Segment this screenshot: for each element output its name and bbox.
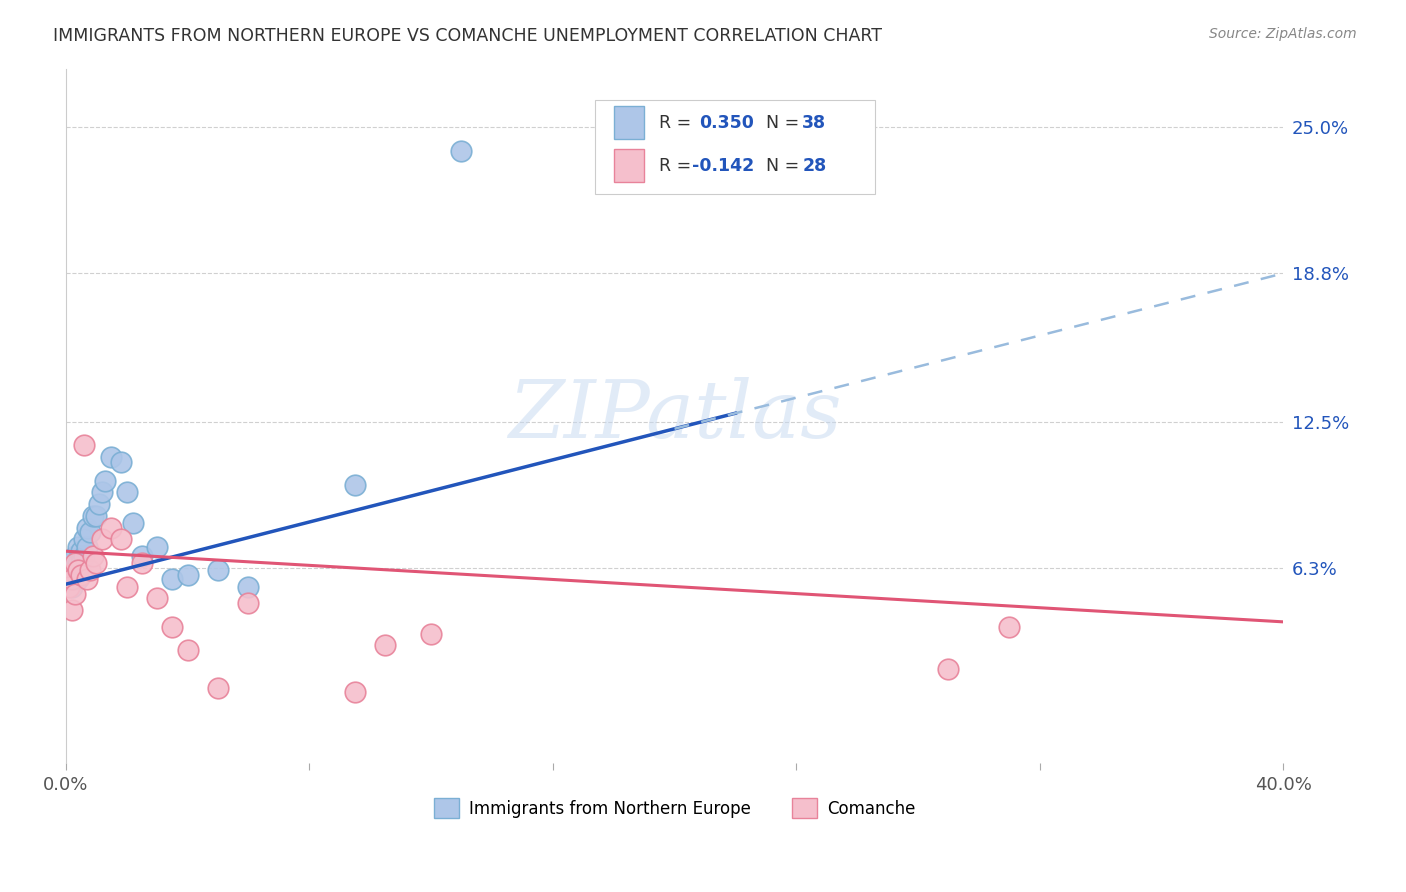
FancyBboxPatch shape	[613, 149, 644, 183]
Point	[58, 567, 80, 582]
Point	[84, 508, 107, 523]
Point	[84, 556, 107, 570]
Point	[131, 549, 153, 563]
Point	[146, 591, 169, 606]
Point	[60, 580, 83, 594]
Point	[66, 556, 89, 570]
Point	[66, 573, 89, 587]
Text: IMMIGRANTS FROM NORTHERN EUROPE VS COMANCHE UNEMPLOYMENT CORRELATION CHART: IMMIGRANTS FROM NORTHERN EUROPE VS COMAN…	[53, 27, 883, 45]
Point	[60, 556, 83, 570]
Point	[207, 563, 229, 577]
Point	[66, 563, 89, 577]
Point	[60, 573, 83, 587]
Text: -0.142: -0.142	[692, 157, 754, 175]
Point	[79, 525, 101, 540]
Point	[100, 450, 122, 464]
Point	[82, 508, 104, 523]
Point	[420, 626, 443, 640]
Point	[63, 556, 86, 570]
Text: 28: 28	[803, 157, 827, 175]
Legend: Immigrants from Northern Europe, Comanche: Immigrants from Northern Europe, Comanch…	[427, 792, 922, 824]
Point	[73, 549, 96, 563]
Point	[998, 619, 1021, 633]
Point	[343, 685, 366, 699]
Point	[63, 560, 86, 574]
Point	[176, 567, 198, 582]
Point	[207, 681, 229, 695]
Point	[115, 485, 138, 500]
Point	[73, 533, 96, 547]
Text: N =: N =	[766, 113, 804, 132]
Point	[100, 521, 122, 535]
Text: R =: R =	[658, 113, 696, 132]
Point	[450, 144, 472, 158]
Point	[91, 533, 114, 547]
Point	[70, 549, 93, 563]
Point	[60, 563, 83, 577]
Point	[91, 485, 114, 500]
Point	[76, 573, 98, 587]
Point	[110, 533, 132, 547]
Text: R =: R =	[658, 157, 696, 175]
Point	[66, 540, 89, 554]
Point	[121, 516, 143, 530]
Point	[343, 478, 366, 492]
FancyBboxPatch shape	[595, 100, 876, 194]
Point	[58, 560, 80, 574]
Point	[60, 573, 83, 587]
Point	[89, 497, 111, 511]
Text: N =: N =	[766, 157, 804, 175]
Point	[70, 556, 93, 570]
Point	[94, 474, 117, 488]
Text: Source: ZipAtlas.com: Source: ZipAtlas.com	[1209, 27, 1357, 41]
Point	[70, 544, 93, 558]
Point	[58, 580, 80, 594]
Point	[938, 662, 960, 676]
Point	[76, 540, 98, 554]
Point	[76, 521, 98, 535]
Point	[73, 438, 96, 452]
Point	[146, 540, 169, 554]
FancyBboxPatch shape	[613, 106, 644, 139]
Point	[58, 573, 80, 587]
Text: ZIPatlas: ZIPatlas	[508, 377, 841, 455]
Point	[110, 455, 132, 469]
Point	[60, 603, 83, 617]
Point	[58, 567, 80, 582]
Point	[115, 580, 138, 594]
Point	[131, 556, 153, 570]
Point	[176, 643, 198, 657]
Point	[63, 586, 86, 600]
Point	[238, 580, 260, 594]
Point	[63, 567, 86, 582]
Point	[82, 549, 104, 563]
Point	[70, 567, 93, 582]
Text: 0.350: 0.350	[699, 113, 754, 132]
Text: 38: 38	[803, 113, 827, 132]
Point	[79, 563, 101, 577]
Point	[374, 639, 396, 653]
Point	[63, 549, 86, 563]
Point	[162, 619, 184, 633]
Point	[238, 596, 260, 610]
Point	[162, 573, 184, 587]
